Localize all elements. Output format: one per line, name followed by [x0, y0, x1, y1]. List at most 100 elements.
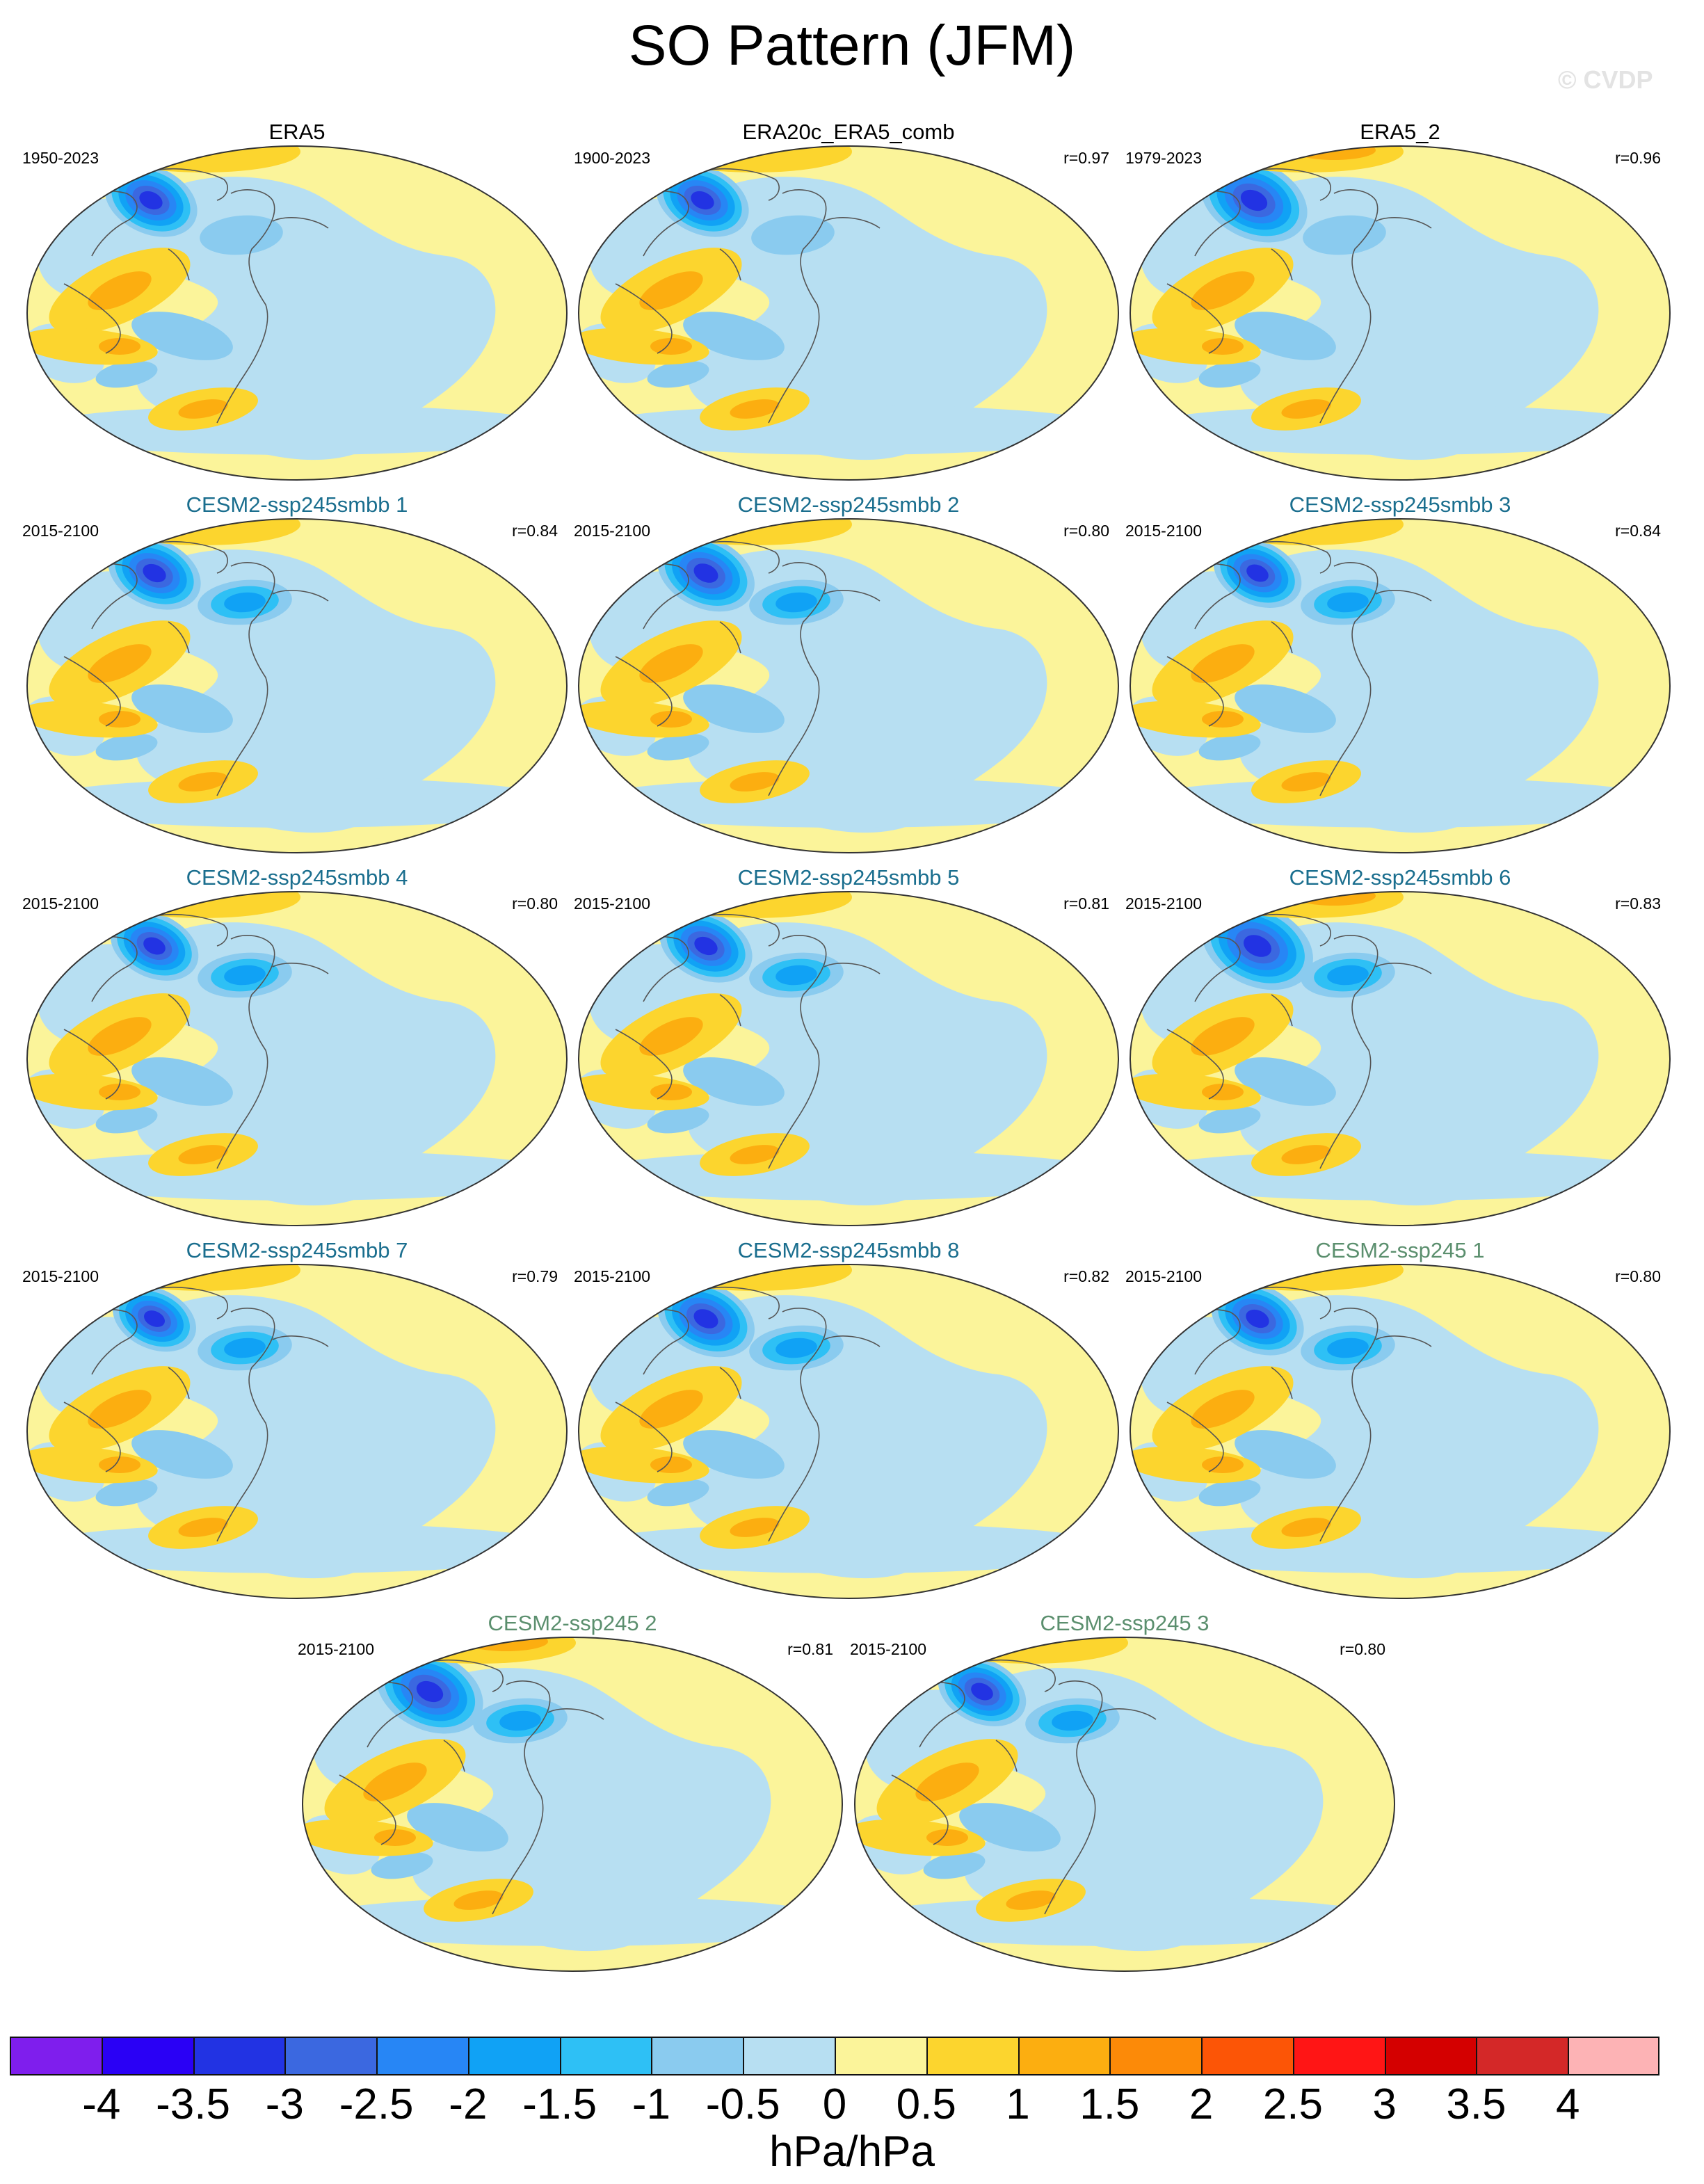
- australian-high-core: [99, 711, 140, 728]
- australian-high-core: [1202, 1456, 1244, 1473]
- north-atlantic-low-contour: [1327, 1338, 1369, 1358]
- south-atlantic-high-contour: [730, 1145, 780, 1164]
- colorbar: [10, 2037, 1660, 2075]
- coastline: [768, 562, 827, 796]
- colorbar-swatch: [1018, 2037, 1110, 2075]
- south-pacific-low: [1235, 1057, 1336, 1106]
- colorbar-tick-label: -2.5: [339, 2080, 414, 2128]
- north-pacific-low-contour: [691, 191, 714, 210]
- map-border: [302, 1637, 843, 1972]
- coastline: [147, 168, 228, 201]
- panel-years: 1979-2023: [1125, 149, 1202, 167]
- panel-title: CESM2-ssp245 2: [488, 1611, 657, 1635]
- coastline: [216, 935, 275, 1169]
- colorbar-swatch: [559, 2037, 652, 2075]
- maritime-high-contour: [915, 1763, 979, 1801]
- coastline: [768, 935, 827, 1169]
- coastline: [615, 1029, 673, 1100]
- coastline: [443, 1740, 465, 1772]
- colorbar-swatch: [1201, 2037, 1294, 2075]
- colorbar-swatch: [284, 2037, 377, 2075]
- south-atlantic-high-contour: [1281, 399, 1331, 419]
- coastline: [492, 1680, 551, 1915]
- panel-title: CESM2-ssp245smbb 5: [737, 865, 960, 890]
- colorbar-swatch: [926, 2037, 1019, 2075]
- map-border: [1130, 518, 1671, 853]
- map-panel: CESM2-ssp245smbb 1 2015-2100 r=0.84: [22, 492, 572, 854]
- coastlines: [325, 1660, 604, 1915]
- map-field: [27, 1264, 567, 1598]
- coastline: [422, 1660, 504, 1692]
- coastline: [719, 1367, 741, 1399]
- south-pacific-low: [407, 1803, 508, 1852]
- north-atlantic-low-contour: [1303, 215, 1386, 255]
- maritime-high-contour: [88, 271, 152, 310]
- map-panel: CESM2-ssp245smbb 6 2015-2100 r=0.83: [1125, 865, 1675, 1227]
- colorbar-tick-label: 4: [1555, 2080, 1580, 2128]
- colorbar-tick-label: 2: [1189, 2080, 1214, 2128]
- coastline: [1250, 541, 1331, 574]
- panel-correlation: r=0.80: [1340, 1640, 1385, 1658]
- map-panel: ERA5_2 1979-2023 r=0.96: [1125, 120, 1675, 481]
- coastline: [1375, 963, 1432, 974]
- australian-high: [27, 1073, 158, 1111]
- negative-band: [27, 1523, 567, 1573]
- australian-high-core: [650, 711, 692, 728]
- colorbar-swatch: [1292, 2037, 1385, 2075]
- coastline: [1271, 621, 1293, 654]
- australian-high-core: [650, 338, 692, 355]
- map-field: [579, 892, 1118, 1226]
- coastline: [216, 189, 275, 424]
- negative-band: [579, 1150, 1118, 1201]
- colorbar-tick-label: 3: [1372, 2080, 1397, 2128]
- map-field: [1130, 146, 1670, 480]
- north-pacific-low-contour: [693, 563, 718, 583]
- coastline: [768, 1308, 827, 1542]
- australian-high: [1130, 700, 1261, 738]
- map-border: [26, 1264, 568, 1599]
- panel-years: 2015-2100: [1125, 1267, 1202, 1285]
- south-atlantic-high-contour: [1006, 1890, 1056, 1910]
- south-atlantic-high-contour: [178, 1518, 228, 1537]
- south-pacific-low: [371, 1852, 433, 1879]
- south-pacific-low: [131, 684, 233, 733]
- australian-high-core: [1202, 711, 1244, 728]
- australian-high: [579, 700, 709, 738]
- coastline: [719, 248, 741, 281]
- south-pacific-low: [1235, 312, 1336, 360]
- panel-years: 2015-2100: [1125, 894, 1202, 913]
- coastline: [147, 1287, 228, 1319]
- colorbar-tick-label: 1.5: [1079, 2080, 1140, 2128]
- colorbar-tick-label: -3: [265, 2080, 304, 2128]
- map-panel: CESM2-ssp245 2 2015-2100 r=0.81: [298, 1611, 847, 1973]
- coastline: [168, 1367, 190, 1399]
- north-pacific-low-contour: [144, 1310, 165, 1327]
- panel-title: CESM2-ssp245 3: [1040, 1611, 1209, 1635]
- colorbar-tick-label: 3.5: [1446, 2080, 1506, 2128]
- panel-correlation: r=0.79: [512, 1267, 558, 1285]
- coastlines: [49, 168, 329, 424]
- south-pacific-low: [923, 1852, 986, 1879]
- north-atlantic-low-contour: [224, 592, 266, 613]
- south-atlantic-high-contour: [1281, 772, 1331, 792]
- north-pacific-low-contour: [1244, 935, 1271, 957]
- panel-correlation: r=0.83: [1615, 894, 1661, 913]
- coastline: [823, 217, 881, 229]
- colorbar-unit: hPa/hPa: [769, 2128, 935, 2176]
- map-field: [1130, 1264, 1670, 1598]
- australian-high: [1130, 328, 1261, 365]
- coastline: [1319, 935, 1379, 1169]
- colorbar-tick-label: 0.5: [896, 2080, 956, 2128]
- panel-title: ERA5: [268, 120, 325, 144]
- south-atlantic-high-contour: [1281, 1145, 1331, 1164]
- map-svg: [578, 518, 1119, 853]
- panel-years: 2015-2100: [574, 894, 650, 913]
- coastline: [719, 994, 741, 1027]
- coastline: [63, 656, 121, 727]
- panel-correlation: r=0.80: [512, 894, 558, 913]
- australian-high: [1130, 1073, 1261, 1111]
- south-pacific-low: [683, 312, 785, 360]
- maritime-high-contour: [88, 644, 152, 683]
- south-atlantic-high-contour: [730, 772, 780, 792]
- north-pacific-low-contour: [1246, 1309, 1269, 1328]
